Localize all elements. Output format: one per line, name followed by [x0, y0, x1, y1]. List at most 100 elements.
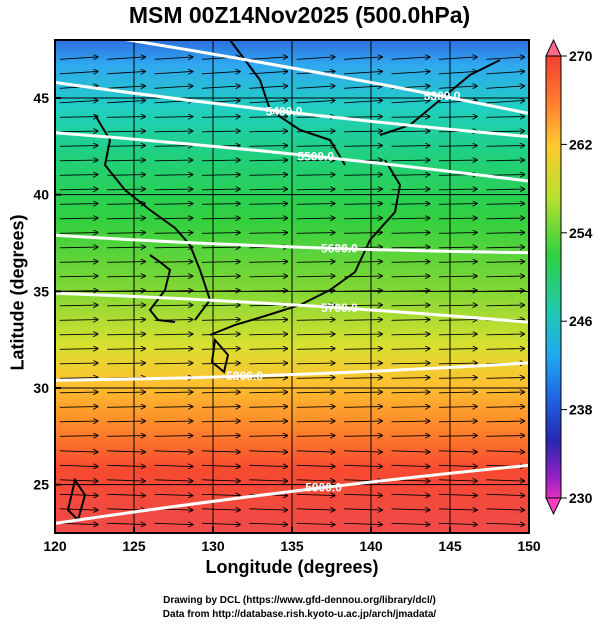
- colorbar-tick-label: 230: [569, 490, 593, 506]
- wind-arrow: [249, 451, 287, 452]
- wind-arrow: [59, 57, 98, 59]
- wind-arrow: [107, 363, 145, 364]
- contour-label: 5700.0: [321, 301, 358, 315]
- wind-arrow: [249, 509, 287, 510]
- contour-line: [55, 463, 529, 525]
- wind-arrow: [107, 131, 145, 132]
- wind-arrow: [154, 189, 193, 190]
- wind-arrow: [107, 349, 145, 350]
- colorbar-tick-label: 270: [569, 48, 593, 64]
- x-tick-label: 150: [517, 538, 541, 554]
- wind-arrow: [486, 100, 524, 102]
- wind-arrow: [249, 233, 287, 234]
- wind-arrow: [107, 465, 145, 466]
- wind-arrow: [107, 146, 145, 147]
- y-axis-label: Latitude (degrees): [7, 214, 28, 371]
- wind-arrow: [59, 509, 98, 510]
- wind-arrow: [486, 291, 524, 292]
- wind-arrow: [296, 451, 335, 452]
- wind-arrow: [107, 218, 145, 219]
- wind-arrow: [296, 480, 335, 481]
- wind-arrow: [59, 320, 98, 321]
- wind-arrow: [107, 480, 145, 481]
- wind-arrow: [438, 57, 477, 59]
- wind-arrow: [391, 71, 430, 73]
- wind-arrow: [486, 131, 524, 132]
- wind-arrow: [154, 480, 193, 481]
- wind-arrow: [486, 494, 524, 495]
- wind-arrow: [201, 334, 240, 335]
- wind-arrow: [154, 86, 193, 88]
- wind-arrow: [391, 175, 430, 176]
- wind-arrow: [249, 349, 287, 350]
- wind-arrow: [249, 465, 287, 466]
- wind-arrow: [107, 204, 145, 205]
- wind-arrow: [154, 117, 193, 118]
- contour-line: [55, 291, 529, 324]
- wind-arrow: [296, 509, 335, 510]
- wind-arrow: [249, 131, 287, 132]
- wind-arrow: [344, 421, 382, 422]
- wind-arrow: [249, 57, 287, 59]
- wind-arrow: [107, 407, 145, 408]
- wind-arrow: [154, 407, 193, 408]
- colorbar-tick-label: 246: [569, 313, 593, 329]
- wind-arrow: [438, 189, 477, 190]
- wind-arrow: [154, 465, 193, 466]
- wind-arrow: [249, 86, 287, 88]
- wind-arrow: [107, 451, 145, 452]
- wind-arrow: [59, 131, 98, 132]
- wind-arrow: [107, 320, 145, 321]
- wind-arrow: [107, 160, 145, 161]
- y-tick-label: 40: [33, 187, 49, 203]
- y-ticks: 25 30 35 40 45: [33, 90, 61, 493]
- wind-arrow: [154, 363, 193, 364]
- wind-arrow: [391, 233, 430, 234]
- wind-arrow: [438, 378, 477, 379]
- x-tick-label: 140: [359, 538, 383, 554]
- wind-arrow: [486, 349, 524, 350]
- wind-arrow: [154, 247, 193, 248]
- x-ticks: 120 125 130 135 140 145 150: [43, 527, 541, 554]
- wind-arrow: [107, 233, 145, 234]
- wind-arrow: [391, 247, 430, 248]
- contour-line: [55, 361, 529, 382]
- wind-arrow: [59, 349, 98, 350]
- colorbar-tick-label: 254: [569, 225, 593, 241]
- wind-arrow: [59, 247, 98, 248]
- wind-arrow: [201, 276, 240, 277]
- wind-arrow: [296, 218, 335, 219]
- wind-arrow: [344, 276, 382, 277]
- wind-arrow: [344, 71, 382, 73]
- wind-arrow: [154, 175, 193, 176]
- wind-arrow: [59, 204, 98, 205]
- x-tick-label: 120: [43, 538, 67, 554]
- wind-arrow: [154, 523, 193, 524]
- wind-arrow: [107, 189, 145, 190]
- wind-arrow: [344, 334, 382, 335]
- wind-arrow: [154, 57, 193, 59]
- wind-arrow: [438, 86, 477, 88]
- wind-arrow: [486, 480, 524, 481]
- wind-arrow: [486, 378, 524, 379]
- wind-arrow: [438, 421, 477, 422]
- wind-arrow: [107, 175, 145, 176]
- wind-arrow: [154, 451, 193, 452]
- colorbar-over-arrow: [545, 38, 562, 57]
- wind-arrow: [154, 71, 193, 73]
- wind-arrow: [391, 204, 430, 205]
- wind-arrow: [201, 247, 240, 248]
- wind-arrow: [201, 131, 240, 132]
- wind-arrow: [391, 363, 430, 364]
- wind-arrow: [249, 421, 287, 422]
- wind-arrow: [107, 276, 145, 277]
- colorbar-under-arrow: [545, 497, 562, 516]
- wind-arrow: [344, 175, 382, 176]
- wind-arrow: [107, 262, 145, 263]
- wind-arrow: [344, 189, 382, 190]
- wind-arrow: [391, 305, 430, 306]
- wind-arrow: [486, 189, 524, 190]
- wind-arrow: [201, 451, 240, 452]
- wind-arrow: [344, 204, 382, 205]
